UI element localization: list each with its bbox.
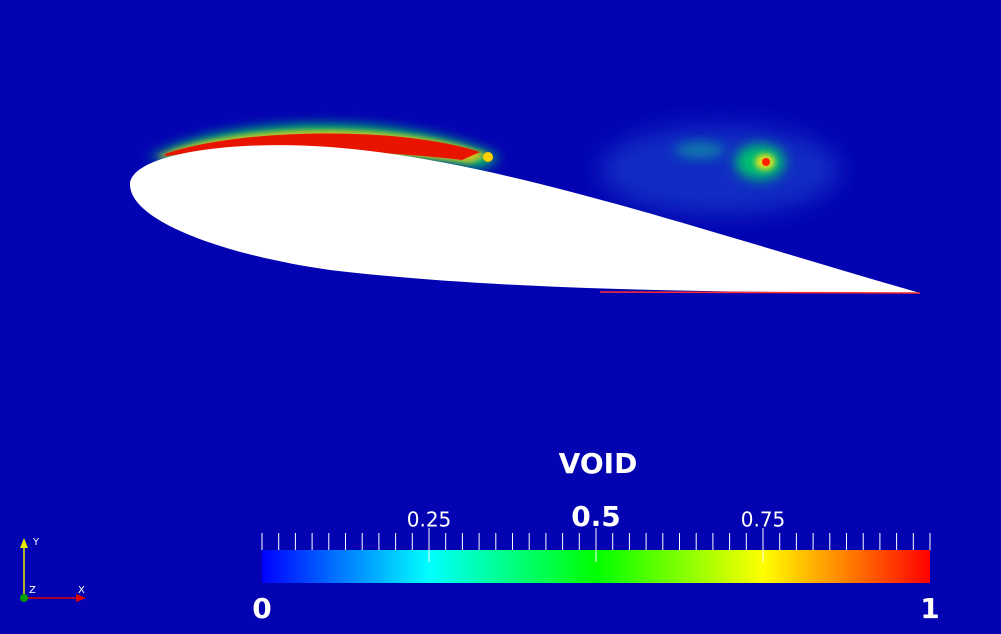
range-min-label: 0 [252, 592, 271, 625]
y-label: Y [32, 537, 40, 548]
axes-triad: Y Z X [20, 537, 86, 602]
tick-label: 0.25 [407, 508, 452, 532]
tick-label: 0.5 [571, 500, 621, 533]
trailing-edge-void [599, 291, 921, 294]
y-arrowhead [20, 538, 28, 548]
airfoil [129, 145, 920, 293]
legend-title: VOID [559, 447, 638, 480]
range-max-label: 1 [920, 592, 939, 625]
z-label: Z [29, 585, 36, 596]
color-legend: VOID 0 1 0.25 0.5 0.75 [252, 447, 939, 625]
z-axis-dot [20, 594, 28, 602]
tick-label: 0.75 [741, 508, 786, 532]
wake [600, 125, 840, 215]
x-label: X [78, 585, 85, 596]
x-arrowhead [76, 594, 86, 602]
